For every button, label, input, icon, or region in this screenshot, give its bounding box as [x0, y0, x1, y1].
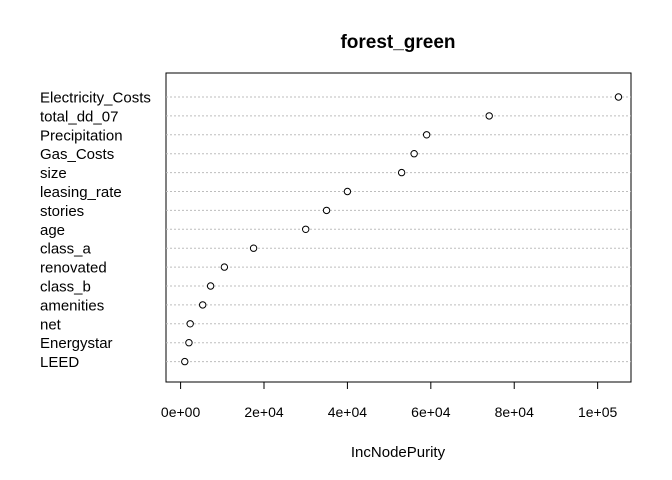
y-label-net: net	[40, 316, 62, 333]
point-size	[397, 168, 406, 177]
chart-title: forest_green	[340, 32, 455, 53]
data-points	[181, 93, 623, 366]
x-tick-label: 2e+04	[244, 404, 284, 420]
y-label-class-b: class_b	[40, 279, 91, 296]
x-axis-title: IncNodePurity	[351, 444, 446, 461]
point-precipitation	[422, 131, 431, 139]
x-tick-label: 4e+04	[328, 404, 368, 420]
y-label-electricity-costs: Electricity_Costs	[40, 90, 151, 107]
point-leasing-rate	[343, 187, 352, 196]
y-label-stories: stories	[40, 203, 84, 220]
plot-box	[165, 72, 632, 383]
point-class-a	[249, 244, 258, 252]
y-label-energystar: Energystar	[40, 335, 113, 352]
point-renovated	[220, 263, 229, 271]
gridlines	[166, 96, 631, 363]
point-class-b	[206, 282, 215, 290]
y-label-precipitation: Precipitation	[40, 127, 123, 144]
point-net	[186, 320, 194, 328]
y-label-leed: LEED	[40, 354, 79, 371]
point-total-dd-07	[485, 112, 493, 120]
y-label-renovated: renovated	[40, 260, 107, 277]
y-label-size: size	[40, 165, 67, 182]
y-label-leasing-rate: leasing_rate	[40, 184, 122, 201]
point-leed	[181, 357, 189, 366]
y-label-gas-costs: Gas_Costs	[40, 146, 114, 163]
x-tick-label: 8e+04	[495, 404, 535, 420]
x-tick-label: 1e+05	[578, 404, 618, 420]
y-label-age: age	[40, 222, 65, 239]
x-tick-label: 0e+00	[161, 404, 201, 420]
point-stories	[322, 206, 331, 215]
point-amenities	[198, 301, 207, 309]
y-label-class-a: class_a	[40, 241, 92, 258]
point-energystar	[185, 339, 193, 347]
y-label-amenities: amenities	[40, 297, 104, 314]
x-tick-label: 6e+04	[411, 404, 451, 420]
point-age	[302, 225, 310, 234]
x-axis: 0e+00 2e+04 4e+04 6e+04 8e+04 1e+05	[161, 382, 618, 420]
y-label-total-dd-07: total_dd_07	[40, 108, 118, 125]
point-gas-costs	[410, 150, 418, 158]
point-electricity-costs	[614, 93, 623, 101]
